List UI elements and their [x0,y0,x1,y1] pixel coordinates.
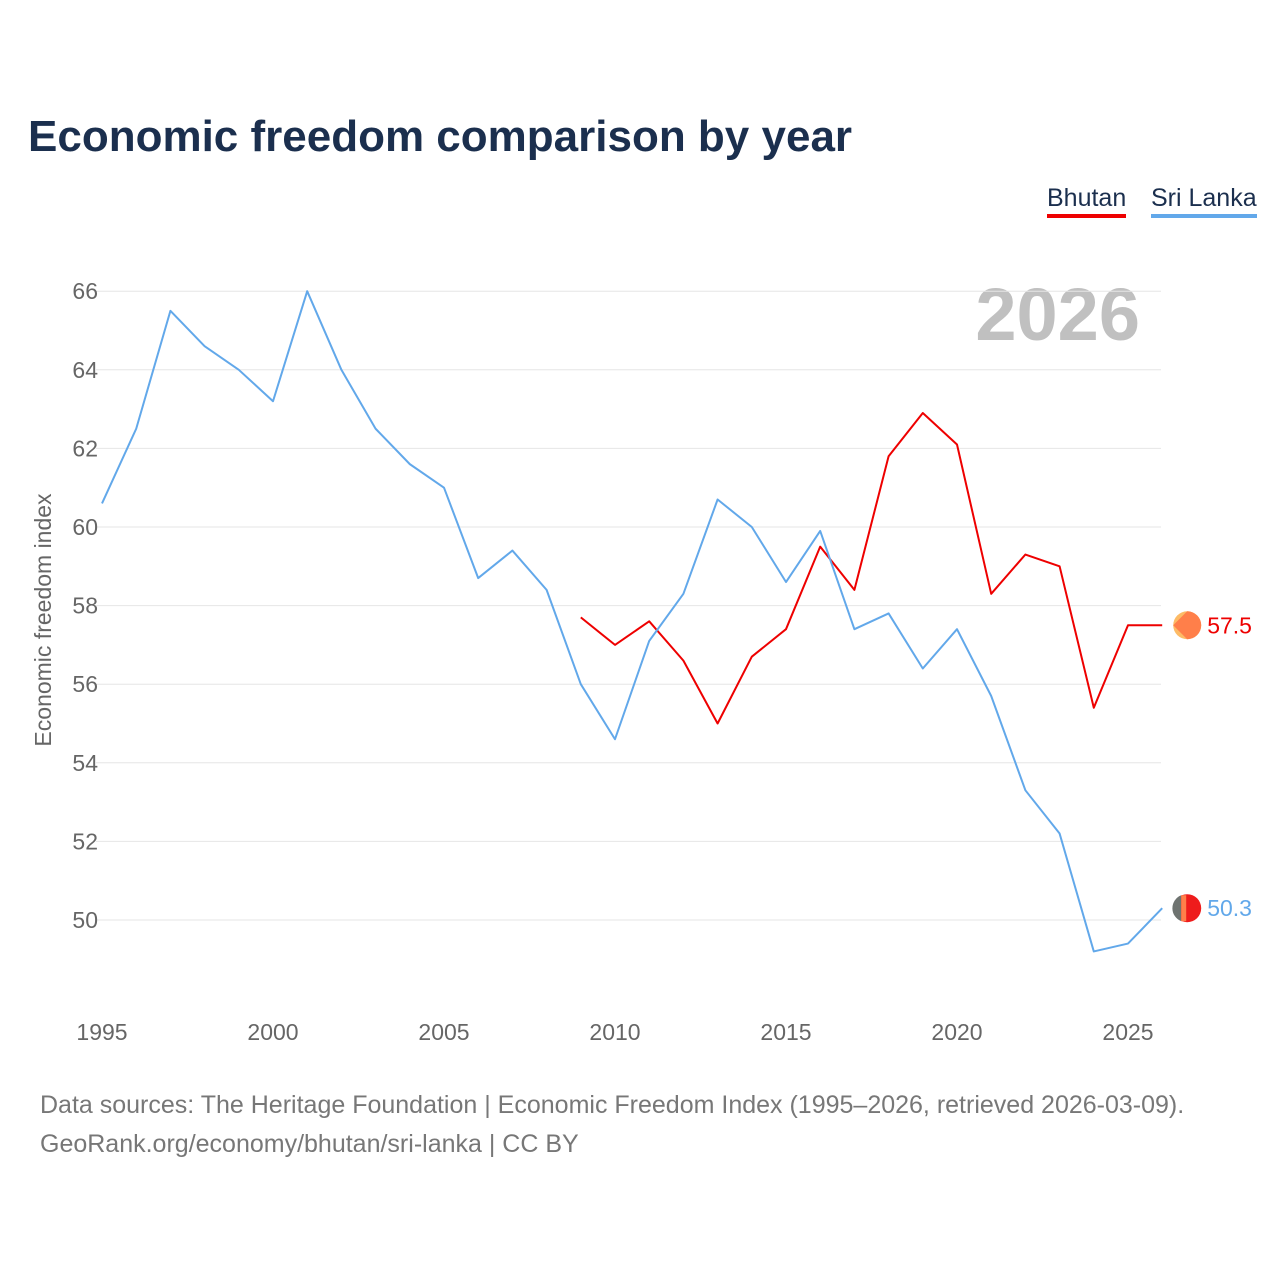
x-tick-label: 2010 [589,1019,640,1045]
x-tick-label: 2015 [760,1019,811,1045]
series-line-bhutan [580,412,1163,725]
x-tick-label: 1995 [76,1019,127,1045]
year-watermark: 2026 [975,273,1140,356]
y-axis-label: Economic freedom index [30,493,56,747]
x-tick-label: 2005 [418,1019,469,1045]
legend-sri-lanka[interactable]: Sri Lanka [1151,184,1257,218]
y-tick-label: 58 [72,593,98,619]
footer-source: Data sources: The Heritage Foundation | … [40,1091,1185,1119]
x-tick-label: 2000 [247,1019,298,1045]
y-tick-label: 52 [72,828,98,854]
footer: Data sources: The Heritage Foundation | … [40,1086,1184,1164]
y-tick-label: 54 [72,750,98,776]
end-value-label: 50.3 [1207,895,1252,921]
sri-lanka-flag-icon-stripe2 [1181,895,1187,922]
y-tick-label: 60 [72,514,98,540]
chart-title: Economic freedom comparison by year [28,112,853,161]
end-value-label: 57.5 [1207,612,1252,638]
bhutan-flag-icon-half [1173,611,1202,640]
y-tick-label: 50 [72,907,98,933]
y-tick-label: 56 [72,671,98,697]
y-tick-label: 64 [72,357,98,383]
legend-bhutan[interactable]: Bhutan [1047,184,1127,218]
series-line-sri-lanka [101,290,1163,953]
x-tick-label: 2025 [1102,1019,1153,1045]
footer-link[interactable]: GeoRank.org/economy/bhutan/sri-lanka | C… [40,1130,579,1158]
y-tick-label: 62 [72,435,98,461]
y-tick-label: 66 [72,278,98,304]
x-tick-label: 2020 [931,1019,982,1045]
sri-lanka-flag-icon-stripe [1172,895,1182,922]
